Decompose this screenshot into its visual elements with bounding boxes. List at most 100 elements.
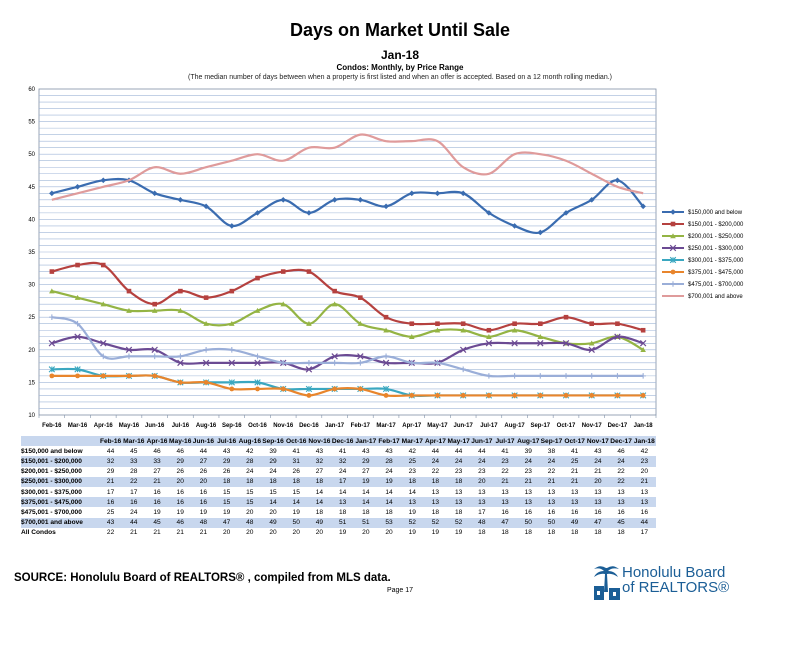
data-point — [486, 393, 492, 398]
data-point — [203, 295, 209, 300]
data-point — [383, 353, 389, 360]
table-cell: 43 — [106, 519, 115, 527]
legend-label: $250,001 - $300,000 — [688, 246, 744, 252]
table-column-header: Dec-16 — [331, 437, 354, 445]
table-cell: 26 — [176, 468, 184, 476]
table-row: All Condos 22 21 21 21 21 20 20 20 20 20 19 20 20 19 19… — [21, 527, 656, 538]
x-tick-label: Jul-17 — [480, 423, 498, 429]
table-cell: 17 — [478, 508, 486, 516]
y-tick-label: 50 — [28, 152, 35, 158]
table-cell: 23 — [454, 468, 463, 476]
table-cell: 32 — [106, 457, 115, 465]
table-cell: 23 — [408, 468, 416, 476]
table-cell: 26 — [222, 468, 231, 476]
data-point — [640, 327, 646, 333]
data-point — [151, 190, 158, 197]
x-tick-label: Nov-17 — [582, 423, 603, 429]
table-cell: 16 — [640, 508, 648, 516]
table-cell: 20 — [246, 529, 254, 537]
data-point — [460, 366, 466, 373]
table-cell: 33 — [130, 457, 138, 465]
data-point — [203, 203, 209, 210]
table-cell: 13 — [454, 498, 463, 506]
data-point — [178, 288, 183, 294]
data-point — [49, 373, 55, 379]
data-point — [254, 379, 261, 386]
table-cell: 24 — [385, 468, 393, 476]
y-tick-label: 40 — [28, 217, 35, 223]
table-cell: 44 — [478, 447, 486, 455]
data-point — [460, 321, 466, 327]
x-tick-label: Nov-16 — [273, 423, 294, 429]
table-cell: 47 — [501, 519, 509, 527]
data-point — [280, 269, 286, 274]
table-column-header: Mar-16 — [123, 437, 145, 445]
table-cell: 44 — [199, 447, 208, 455]
table-cell: 46 — [176, 447, 184, 455]
table-cell: 19 — [176, 508, 184, 516]
table-cell: 21 — [153, 478, 161, 486]
table-cell: 21 — [547, 478, 556, 486]
table-cell: 27 — [362, 468, 370, 476]
table-cell: 44 — [106, 447, 115, 455]
table-cell: 24 — [547, 457, 556, 465]
data-point — [512, 321, 517, 327]
table-cell: 18 — [362, 508, 370, 516]
table-cell: 14 — [315, 488, 324, 496]
x-tick-label: Jul-16 — [172, 423, 190, 429]
table-cell: 17 — [640, 529, 648, 537]
table-cell: 16 — [199, 488, 208, 496]
table-cell: 50 — [547, 519, 556, 527]
table-cell: 13 — [594, 498, 602, 506]
table-cell: 51 — [362, 519, 370, 527]
table-cell: 46 — [153, 447, 161, 455]
table-row-label: $300,001 - $375,000 — [21, 488, 82, 496]
table-cell: 24 — [431, 457, 440, 465]
table-row-label: $150,001 - $200,000 — [21, 457, 82, 465]
table-cell: 13 — [570, 488, 579, 496]
data-point — [48, 340, 56, 347]
table-cell: 19 — [431, 529, 440, 537]
table-cell: 13 — [524, 488, 532, 496]
data-point — [588, 340, 595, 346]
table-cell: 19 — [408, 529, 416, 537]
table-column-header: Oct-17 — [564, 437, 585, 445]
table-cell: 13 — [594, 488, 602, 496]
x-tick-label: Aug-16 — [196, 423, 217, 429]
data-point — [639, 340, 647, 347]
table-cell: 24 — [594, 457, 602, 465]
table-cell: 24 — [269, 468, 277, 476]
table-cell: 18 — [570, 529, 579, 537]
table-cell: 14 — [315, 498, 324, 506]
table-cell: 21 — [106, 478, 115, 486]
table-row-label: $475,001 - $700,000 — [21, 508, 82, 516]
x-tick-label: Jan-17 — [325, 423, 345, 429]
data-point — [460, 190, 466, 197]
table-cell: 18 — [385, 508, 393, 516]
table-cell: 20 — [176, 478, 184, 486]
data-point — [49, 288, 55, 294]
table-cell: 22 — [547, 468, 556, 476]
data-point — [383, 314, 389, 320]
legend-label: $375,001 - $475,000 — [688, 270, 744, 276]
legend-marker — [669, 244, 677, 252]
table-cell: 45 — [130, 447, 138, 455]
table-cell: 31 — [292, 457, 300, 465]
table-column-header: Jun-17 — [471, 437, 493, 445]
table-cell: 13 — [338, 498, 347, 506]
table-cell: 49 — [269, 519, 277, 527]
table-cell: 14 — [362, 488, 370, 496]
legend-label: $475,001 - $700,000 — [688, 282, 744, 288]
table-cell: 43 — [315, 447, 324, 455]
table-cell: 23 — [501, 457, 509, 465]
table-cell: 19 — [362, 478, 370, 486]
data-point — [74, 294, 81, 300]
table-cell: 20 — [594, 478, 602, 486]
y-tick-label: 60 — [28, 87, 35, 93]
table-cell: 43 — [385, 447, 393, 455]
x-tick-label: Sep-16 — [222, 423, 242, 429]
table-cell: 52 — [431, 519, 440, 527]
legend-marker — [670, 221, 676, 227]
table-cell: 50 — [292, 519, 300, 527]
table-cell: 16 — [130, 498, 138, 506]
